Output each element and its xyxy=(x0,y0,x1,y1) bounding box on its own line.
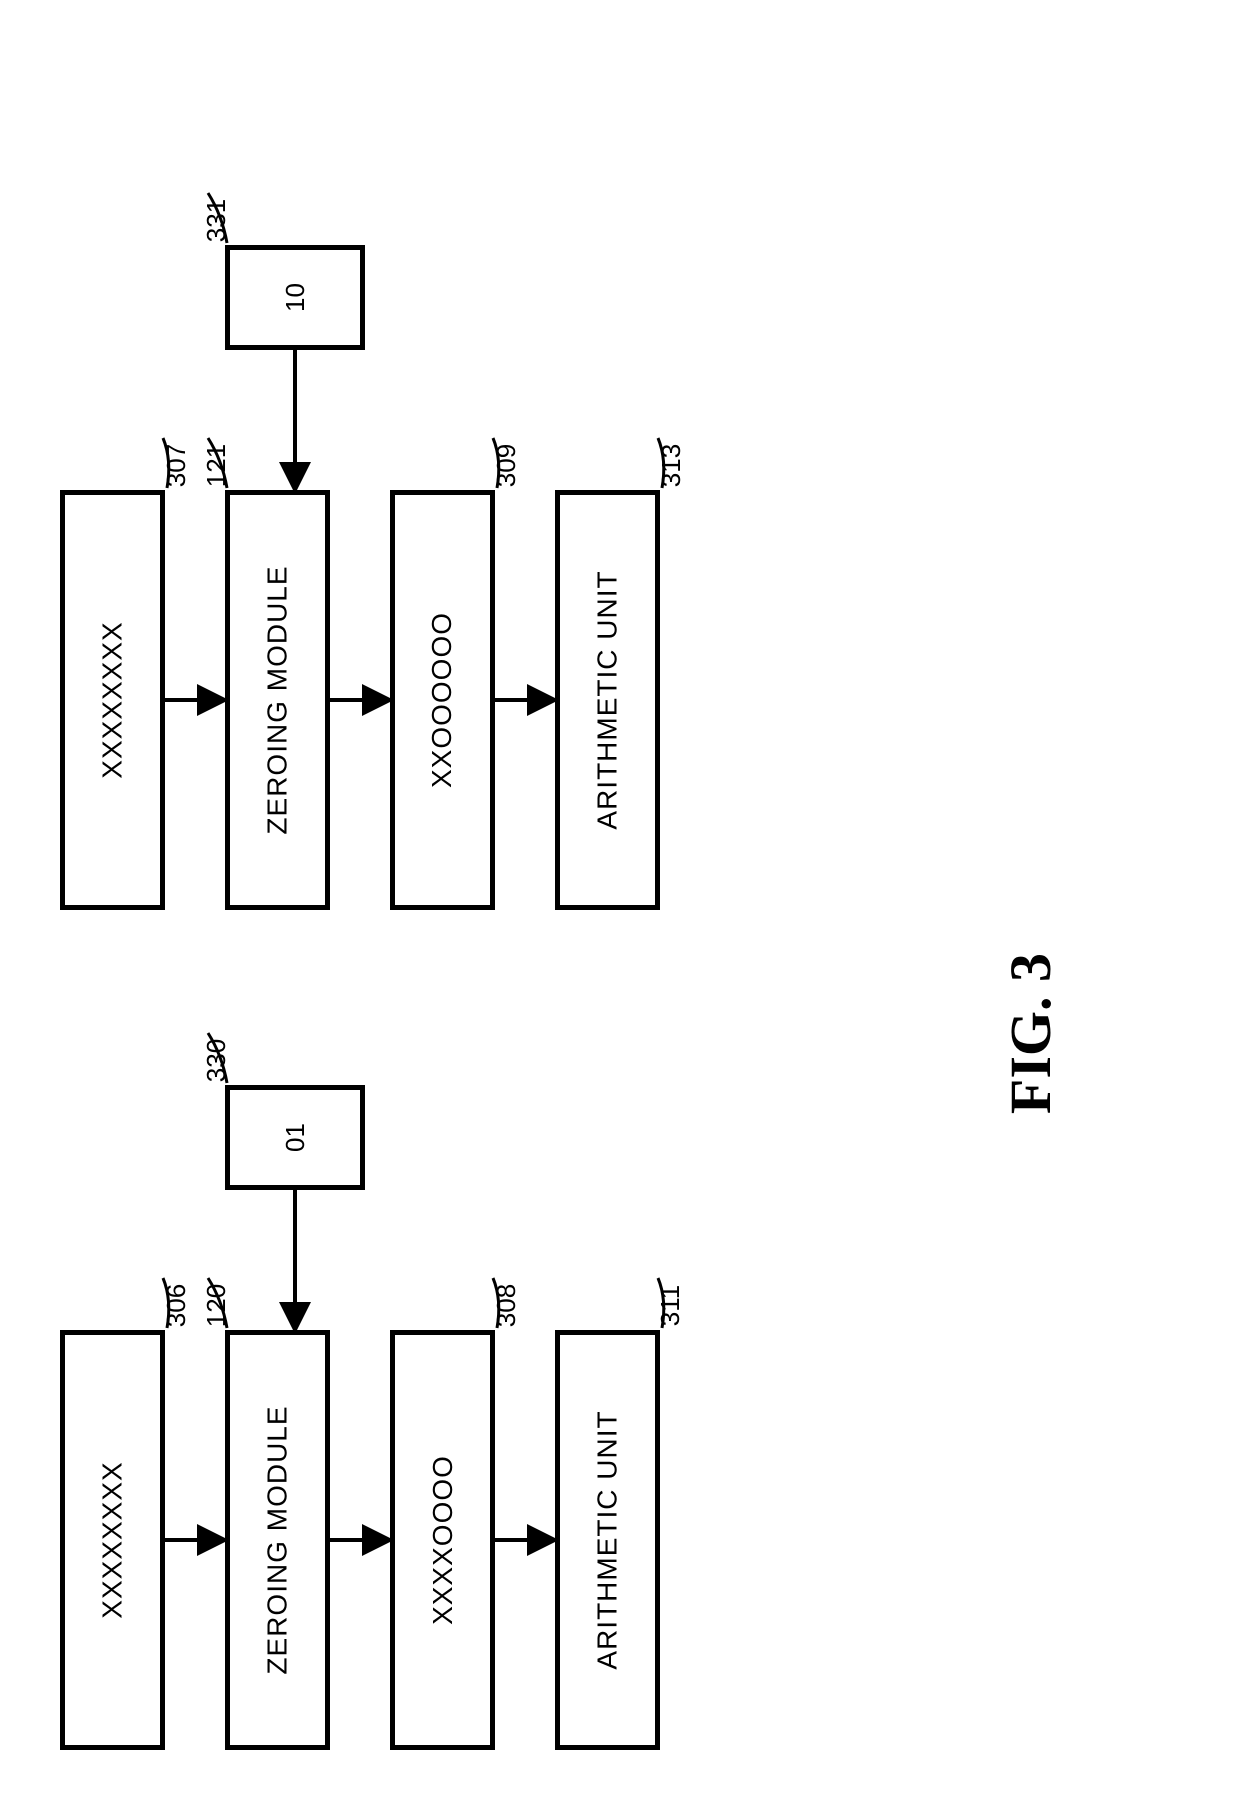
diagram-canvas: XXXXXXXX 306 ZEROING MODULE 120 XXXXOOOO… xyxy=(0,0,1240,1803)
connectors-svg xyxy=(0,0,1240,1803)
